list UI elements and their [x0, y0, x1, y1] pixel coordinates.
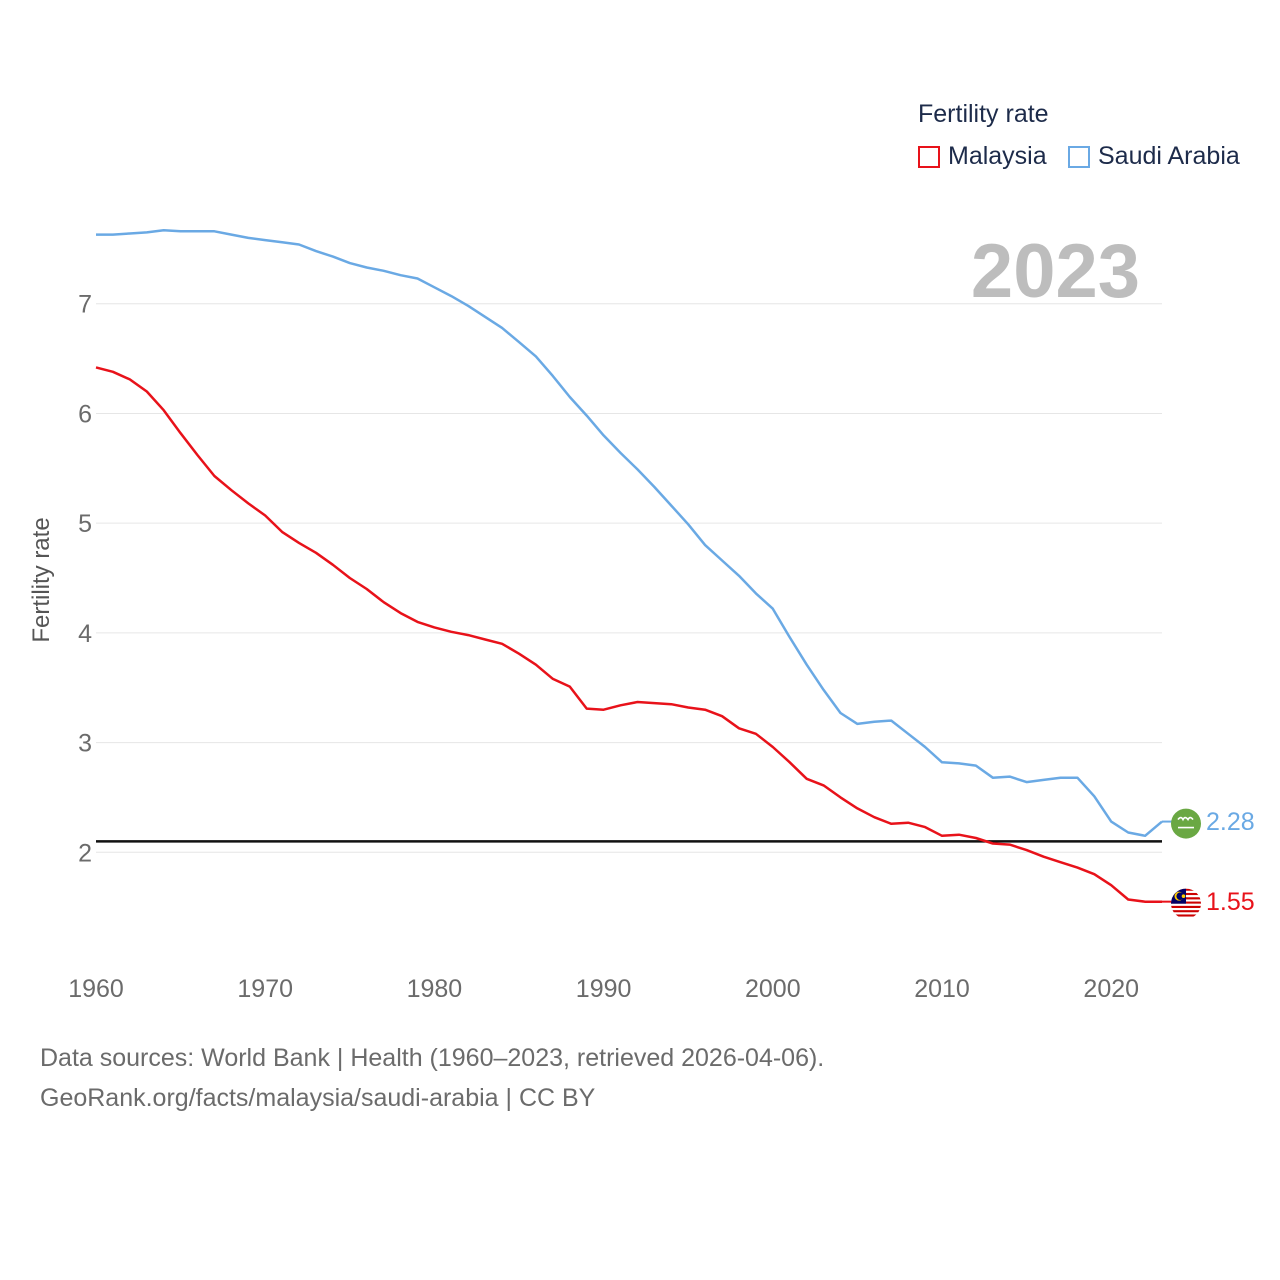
y-axis-ticks: 2 3 4 5 6 7	[78, 291, 92, 868]
y-axis-title: Fertility rate	[28, 517, 55, 643]
x-axis-ticks: 1960 1970 1980 1990 2000 2010 2020	[68, 975, 1139, 1003]
x-tick-label: 1980	[407, 975, 463, 1003]
y-tick-label: 7	[78, 291, 92, 319]
legend-item-saudi-arabia[interactable]: Saudi Arabia	[1068, 142, 1240, 171]
x-tick-label: 1990	[576, 975, 632, 1003]
y-tick-label: 4	[78, 620, 92, 648]
end-value-malaysia: 1.55	[1206, 887, 1255, 916]
legend-title: Fertility rate	[918, 100, 1049, 128]
series-line-malaysia[interactable]	[95, 366, 1162, 903]
end-value-saudi-arabia: 2.28	[1206, 807, 1255, 836]
y-tick-label: 6	[78, 400, 92, 428]
x-tick-label: 1960	[68, 975, 124, 1003]
x-tick-label: 2000	[745, 975, 801, 1003]
year-label: 2023	[970, 229, 1140, 314]
legend-label-malaysia: Malaysia	[948, 142, 1047, 170]
legend-item-malaysia[interactable]: Malaysia	[918, 142, 1047, 171]
x-tick-label: 2020	[1083, 975, 1139, 1003]
x-tick-label: 2010	[914, 975, 970, 1003]
legend-swatch-malaysia	[918, 145, 940, 168]
saudi-arabia-flag-icon	[1171, 808, 1201, 839]
x-tick-label: 1970	[237, 975, 293, 1003]
series-lines	[95, 228, 1163, 903]
footer-attribution[interactable]: GeoRank.org/facts/malaysia/saudi-arabia …	[40, 1084, 596, 1112]
malaysia-flag-icon	[1171, 888, 1201, 919]
footer-sources: Data sources: World Bank | Health (1960–…	[40, 1044, 825, 1072]
legend-swatch-saudi-arabia	[1068, 145, 1090, 168]
legend-label-saudi-arabia: Saudi Arabia	[1098, 142, 1240, 170]
y-tick-label: 3	[78, 730, 92, 758]
y-tick-label: 2	[78, 839, 92, 867]
gridlines	[96, 303, 1162, 853]
series-line-saudi-arabia[interactable]	[96, 228, 1163, 838]
y-tick-label: 5	[78, 510, 92, 538]
end-markers	[1162, 808, 1201, 919]
